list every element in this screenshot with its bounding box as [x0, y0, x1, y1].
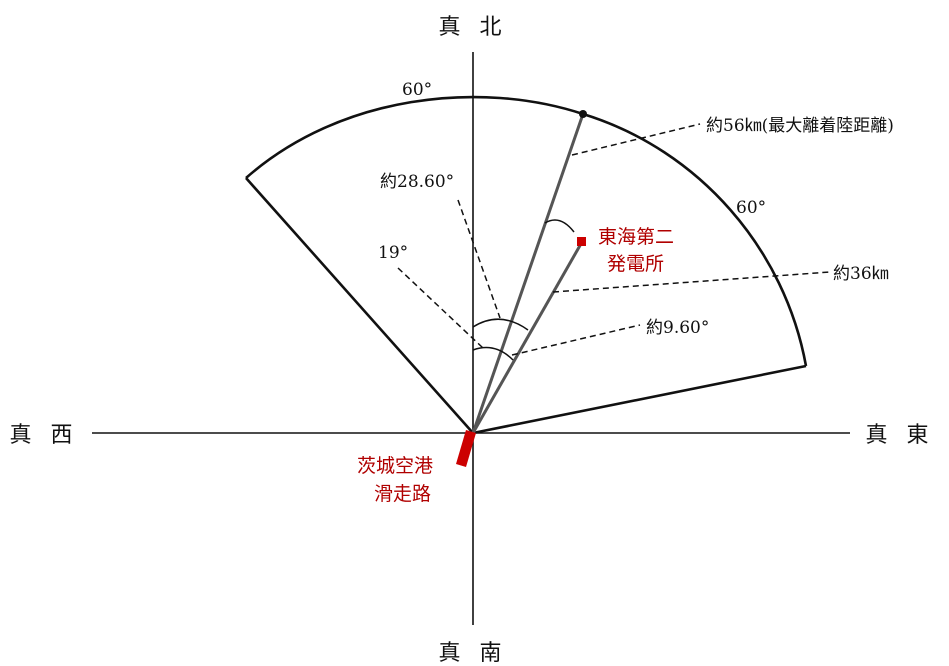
plant-bearing-line: [471, 241, 584, 434]
angle-60-top-label: 60°: [402, 80, 432, 100]
west-label: 真 西: [10, 423, 79, 448]
max-range-label: 約56㎞(最大離着陸距離): [706, 116, 894, 136]
angle-arc-9-6: [544, 219, 575, 233]
east-label: 真 東: [866, 423, 935, 448]
leader-angle-9-6: [511, 324, 641, 356]
angle-60-right-label: 60°: [736, 198, 766, 218]
angle-arc-19: [472, 346, 514, 361]
angle-28-6-label: 約28.60°: [380, 172, 454, 192]
leader-angle-28-6: [457, 199, 501, 319]
power-plant-label-line1: 東海第二: [598, 226, 674, 248]
angle-arc-28-6: [472, 318, 529, 331]
sector-right-edge: [472, 364, 807, 435]
leader-max-range: [571, 123, 701, 156]
power-plant-label-line2: 発電所: [607, 253, 664, 275]
south-label: 真 南: [439, 641, 508, 666]
angle-19-label: 19°: [378, 243, 408, 263]
max-range-line: [471, 113, 585, 434]
runway-label-line2: 滑走路: [374, 483, 431, 505]
power-plant-marker: [577, 237, 586, 246]
runway-label-line1: 茨城空港: [357, 455, 433, 477]
sector-left-edge: [245, 177, 474, 434]
leader-angle-19: [397, 267, 484, 349]
airport-runway-marker: [456, 430, 476, 467]
north-label: 真 北: [439, 15, 508, 40]
max-range-point: [579, 110, 587, 118]
angle-9-6-label: 約9.60°: [646, 318, 709, 338]
sector-outer-arc: [245, 95, 808, 367]
leader-plant-range: [552, 271, 831, 293]
plant-range-label: 約36㎞: [833, 264, 889, 284]
